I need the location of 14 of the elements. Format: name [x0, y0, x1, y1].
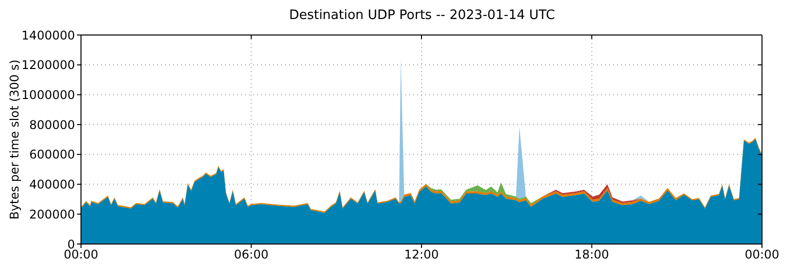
y-tick-label: 1000000	[22, 88, 75, 102]
y-tick-label: 600000	[29, 148, 75, 162]
y-tick-label: 1400000	[22, 28, 75, 42]
y-tick-label: 1200000	[22, 58, 75, 72]
y-tick-label: 800000	[29, 118, 75, 132]
y-tick-label: 200000	[29, 207, 75, 222]
y-axis-title: Bytes per time slot (300 s)	[7, 60, 22, 220]
y-tick-label: 400000	[29, 178, 75, 192]
x-tick-label: 00:00	[64, 248, 98, 262]
x-tick-label: 00:00	[744, 248, 780, 262]
x-tick-label: 12:00	[404, 248, 439, 262]
x-tick-label: 06:00	[234, 248, 269, 262]
x-tick-label: 18:00	[574, 248, 610, 262]
chart-title: Destination UDP Ports -- 2023-01-14 UTC	[288, 8, 556, 24]
